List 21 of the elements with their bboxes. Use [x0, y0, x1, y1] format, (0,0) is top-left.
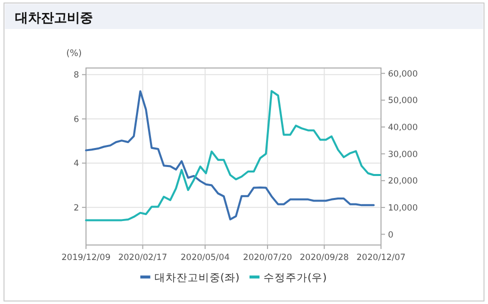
y2-tick-label: 30,000 [388, 150, 418, 160]
x-tick-label: 2020/07/20 [243, 253, 292, 263]
y-tick-label: 2 [74, 203, 79, 214]
legend-label: 수정주가(우) [264, 272, 327, 284]
y2-tick-label: 50,000 [388, 96, 418, 106]
y2-tick-label: 10,000 [388, 203, 418, 214]
y-tick-label: 4 [74, 159, 79, 170]
x-tick-label: 2020/05/04 [180, 253, 230, 263]
y-tick-label: 8 [74, 70, 79, 81]
chart-title: 대차잔고비중 [15, 11, 93, 26]
y-tick-label: 6 [74, 114, 79, 125]
x-tick-label: 2019/12/09 [62, 253, 110, 263]
x-tick-label: 2020/02/17 [118, 253, 168, 263]
legend-label: 대차잔고비중(좌) [154, 272, 240, 284]
y2-tick-label: 40,000 [388, 123, 418, 133]
y-axis-title: (%) [66, 49, 82, 59]
x-tick-label: 2020/09/28 [300, 253, 349, 263]
y2-tick-label: 0 [388, 230, 394, 240]
x-tick-label: 2020/12/07 [356, 253, 406, 263]
y2-tick-label: 20,000 [388, 176, 418, 187]
y2-tick-label: 60,000 [388, 69, 418, 80]
